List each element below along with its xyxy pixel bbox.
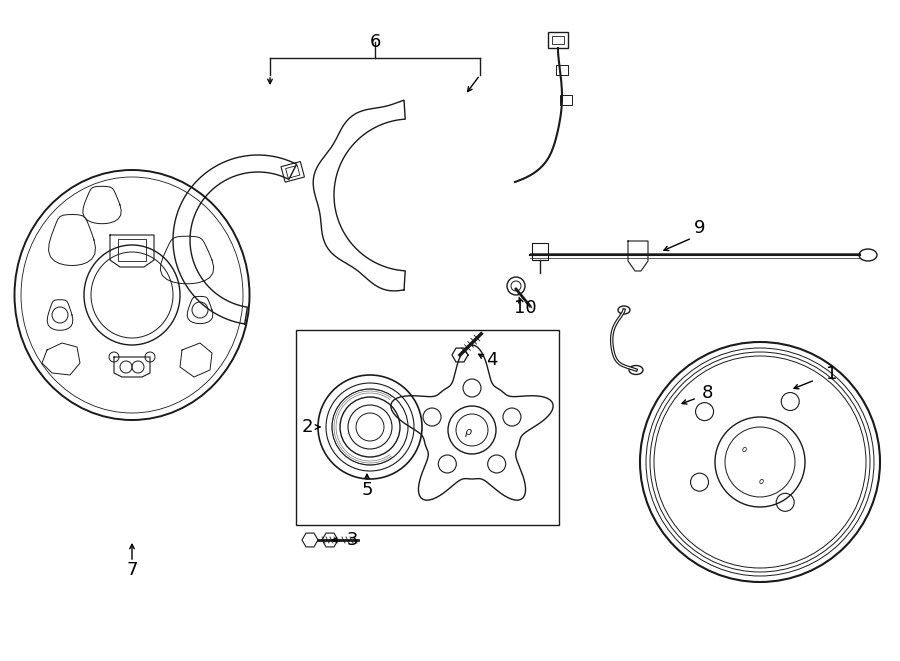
Text: 1: 1 — [826, 365, 838, 383]
Text: 2: 2 — [302, 418, 313, 436]
Bar — [281, 161, 304, 182]
Bar — [118, 239, 146, 261]
Text: 5: 5 — [361, 481, 373, 499]
Text: 7: 7 — [126, 561, 138, 579]
Bar — [552, 36, 564, 44]
Text: 10: 10 — [514, 299, 536, 317]
Bar — [548, 32, 568, 48]
Bar — [556, 65, 568, 75]
Text: o: o — [742, 446, 747, 454]
Text: 3: 3 — [346, 531, 358, 549]
Text: 8: 8 — [701, 384, 713, 402]
Bar — [285, 165, 300, 178]
Bar — [296, 330, 559, 525]
Bar — [560, 95, 572, 105]
Text: 4: 4 — [486, 351, 498, 369]
Text: ρ: ρ — [464, 427, 472, 437]
Text: o: o — [759, 477, 764, 486]
Text: 9: 9 — [694, 219, 706, 237]
Text: 6: 6 — [369, 33, 381, 51]
